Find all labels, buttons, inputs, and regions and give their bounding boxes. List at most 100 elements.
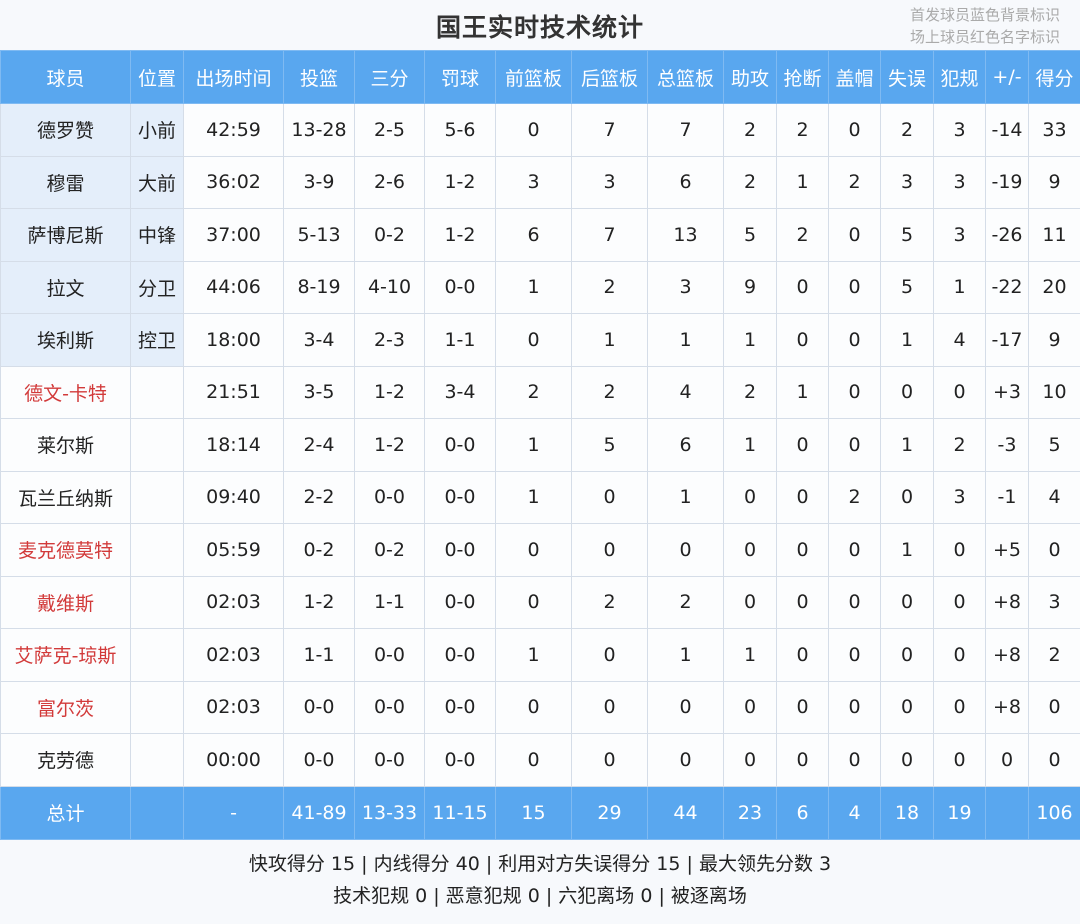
stat-cell: 18:14 — [183, 418, 284, 472]
stat-cell: 0-2 — [283, 523, 355, 577]
column-header[interactable]: 盖帽 — [828, 50, 881, 104]
stat-cell: 0 — [880, 680, 934, 734]
stat-cell: -19 — [985, 155, 1029, 209]
stat-cell: 1 — [647, 313, 724, 367]
column-header[interactable]: 犯规 — [933, 50, 986, 104]
player-name[interactable]: 艾萨克-琼斯 — [0, 628, 131, 682]
stat-cell: 37:00 — [183, 208, 284, 262]
stat-cell: 0 — [1028, 523, 1080, 577]
stat-cell: 1 — [723, 313, 777, 367]
stat-cell: 2 — [828, 470, 881, 524]
stat-cell: 0 — [776, 470, 829, 524]
player-name[interactable]: 富尔茨 — [0, 680, 131, 734]
stat-cell: 1 — [880, 313, 934, 367]
player-name[interactable]: 萨博尼斯 — [0, 208, 131, 262]
column-header[interactable]: 后篮板 — [571, 50, 648, 104]
player-name[interactable]: 瓦兰丘纳斯 — [0, 470, 131, 524]
player-name[interactable]: 德罗赞 — [0, 103, 131, 157]
stat-cell: 0 — [880, 365, 934, 419]
column-header[interactable]: 投篮 — [283, 50, 355, 104]
stat-cell: 0 — [495, 733, 572, 787]
stat-cell: 0 — [723, 680, 777, 734]
stat-cell: 1-1 — [354, 575, 425, 629]
total-cell — [130, 785, 184, 840]
column-header[interactable]: 得分 — [1028, 50, 1080, 104]
stat-cell: 00:00 — [183, 733, 284, 787]
stat-cell: 0 — [495, 103, 572, 157]
stat-cell: 2 — [828, 155, 881, 209]
stat-cell: 0 — [495, 575, 572, 629]
column-header[interactable]: 抢断 — [776, 50, 829, 104]
stat-cell: 5-6 — [424, 103, 496, 157]
stat-cell: 0 — [723, 523, 777, 577]
stat-cell: 0 — [828, 208, 881, 262]
player-row: 德文-卡特 21:51 3-5 1-2 3-4 2 2 4 2 1 0 0 0 +3 10 — [0, 365, 1080, 419]
summary-footer: 快攻得分 15 | 内线得分 40 | 利用对方失误得分 15 | 最大领先分数… — [0, 848, 1080, 912]
stat-cell: 0 — [933, 680, 986, 734]
stat-cell: 大前 — [130, 155, 184, 209]
stat-cell: 0 — [723, 575, 777, 629]
stat-cell: 0 — [776, 733, 829, 787]
column-header[interactable]: 位置 — [130, 50, 184, 104]
stat-cell — [130, 365, 184, 419]
column-header[interactable]: 罚球 — [424, 50, 496, 104]
stat-cell: 0 — [828, 733, 881, 787]
stat-cell: 6 — [647, 418, 724, 472]
stat-cell: 02:03 — [183, 575, 284, 629]
stat-cell: 2 — [495, 365, 572, 419]
stat-cell: 5 — [723, 208, 777, 262]
column-header[interactable]: 前篮板 — [495, 50, 572, 104]
player-name[interactable]: 拉文 — [0, 260, 131, 314]
stat-cell: 0-0 — [354, 470, 425, 524]
stat-cell: 2-3 — [354, 313, 425, 367]
stat-cell: 0 — [495, 313, 572, 367]
player-name[interactable]: 埃利斯 — [0, 313, 131, 367]
player-name[interactable]: 德文-卡特 — [0, 365, 131, 419]
player-row: 穆雷 大前 36:02 3-9 2-6 1-2 3 3 6 2 1 2 3 3 -19 9 — [0, 155, 1080, 209]
stat-cell: 6 — [647, 155, 724, 209]
player-name[interactable]: 莱尔斯 — [0, 418, 131, 472]
column-header[interactable]: 助攻 — [723, 50, 777, 104]
total-cell: 6 — [776, 785, 829, 840]
stat-cell: 2-4 — [283, 418, 355, 472]
stat-cell: 42:59 — [183, 103, 284, 157]
stat-cell: 2 — [723, 365, 777, 419]
player-name[interactable]: 穆雷 — [0, 155, 131, 209]
stat-cell: 0-0 — [354, 733, 425, 787]
stat-cell: 0 — [828, 523, 881, 577]
player-name[interactable]: 克劳德 — [0, 733, 131, 787]
total-cell: 18 — [880, 785, 934, 840]
stat-cell: 4-10 — [354, 260, 425, 314]
stat-cell: 7 — [571, 208, 648, 262]
total-cell: 23 — [723, 785, 777, 840]
stat-cell: 1 — [880, 418, 934, 472]
stat-cell: 5 — [1028, 418, 1080, 472]
stat-cell: 0-0 — [283, 733, 355, 787]
stat-cell: 3 — [933, 208, 986, 262]
player-name[interactable]: 麦克德莫特 — [0, 523, 131, 577]
stat-cell: +8 — [985, 575, 1029, 629]
stat-cell: 0 — [776, 313, 829, 367]
stat-cell: 2 — [647, 575, 724, 629]
column-header[interactable]: 三分 — [354, 50, 425, 104]
stat-cell: 9 — [723, 260, 777, 314]
column-header[interactable]: 总篮板 — [647, 50, 724, 104]
stat-cell: 控卫 — [130, 313, 184, 367]
player-name[interactable]: 戴维斯 — [0, 575, 131, 629]
stat-cell: 0 — [647, 680, 724, 734]
column-header[interactable]: 出场时间 — [183, 50, 284, 104]
column-header[interactable]: 失误 — [880, 50, 934, 104]
stat-cell: 0-0 — [424, 628, 496, 682]
total-cell: 19 — [933, 785, 986, 840]
stat-cell: 0 — [828, 418, 881, 472]
stat-cell: 0-0 — [424, 470, 496, 524]
column-header[interactable]: +/- — [985, 50, 1029, 104]
stat-cell: 0 — [495, 523, 572, 577]
column-header[interactable]: 球员 — [0, 50, 131, 104]
stat-cell: 0 — [776, 680, 829, 734]
total-row: 总计 -41-89 13-33 11-15 15 29 44 23 6 4 18 19 106 — [0, 785, 1080, 840]
stat-cell: -26 — [985, 208, 1029, 262]
stat-cell: 7 — [571, 103, 648, 157]
total-cell: 44 — [647, 785, 724, 840]
stat-cell: 0 — [571, 733, 648, 787]
